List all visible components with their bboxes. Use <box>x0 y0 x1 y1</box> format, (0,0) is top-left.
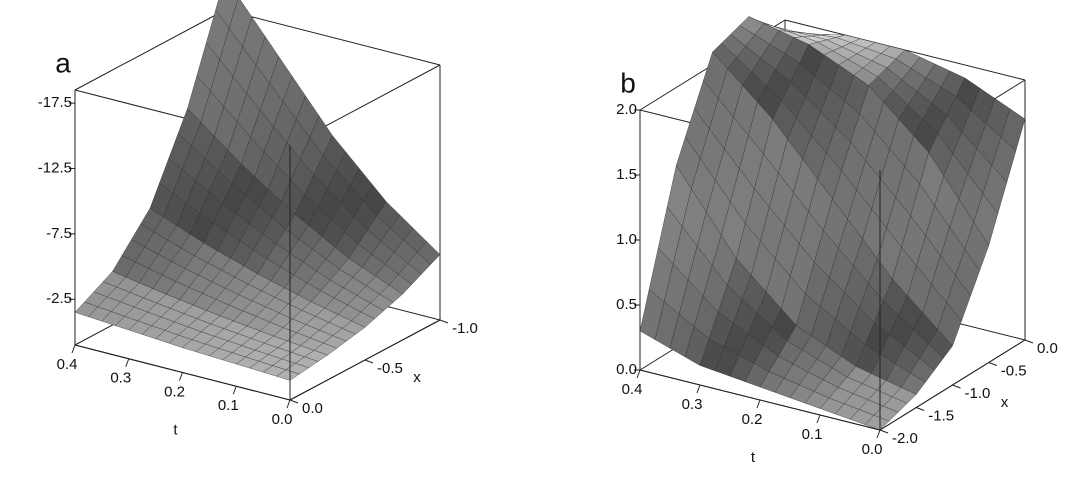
t-tick <box>636 369 641 379</box>
x-tick-label: 0.0 <box>1037 340 1058 357</box>
x-tick <box>289 399 299 404</box>
x-tick-label: -1.0 <box>965 385 991 402</box>
t-tick <box>71 344 76 354</box>
t-tick-label: 0.2 <box>164 383 185 400</box>
t-tick-label: 0.2 <box>742 411 763 428</box>
box-edge <box>74 9 226 91</box>
x-tick-label: 0.0 <box>302 400 323 417</box>
x-tick <box>439 319 449 324</box>
z-tick-label: -2.5 <box>46 290 72 307</box>
x-tick-label: -0.5 <box>377 360 403 377</box>
t-tick <box>756 399 761 409</box>
panel-label: b <box>620 67 636 98</box>
surface-patch <box>275 369 300 381</box>
t-tick-label: 0.1 <box>802 426 823 443</box>
t-tick <box>816 414 821 424</box>
t-tick-label: 0.0 <box>272 411 293 428</box>
z-tick-label: 1.0 <box>616 231 637 248</box>
t-tick-label: 0.3 <box>110 370 131 387</box>
x-axis-title: x <box>413 369 421 386</box>
z-tick-label: -17.5 <box>38 94 72 111</box>
box-edge <box>224 9 441 66</box>
x-tick <box>879 429 889 434</box>
x-tick-label: -1.5 <box>928 407 954 424</box>
t-tick-label: 0.0 <box>862 441 883 458</box>
t-tick-label: 0.1 <box>218 397 239 414</box>
panel-label: a <box>55 47 71 78</box>
z-tick-label: 0.5 <box>616 296 637 313</box>
x-tick-label: -1.0 <box>452 320 478 337</box>
x-tick <box>364 359 374 364</box>
x-tick-label: -0.5 <box>1001 362 1027 379</box>
t-axis-title: t <box>173 421 178 438</box>
x-tick-label: -2.0 <box>892 430 918 447</box>
x-tick <box>988 362 997 366</box>
t-tick <box>179 372 183 381</box>
z-tick-label: 2.0 <box>616 101 637 118</box>
t-tick <box>232 386 237 395</box>
z-tick-label: -12.5 <box>38 159 72 176</box>
x-tick <box>952 384 961 389</box>
x-tick <box>1024 339 1034 344</box>
t-tick-label: 0.3 <box>682 396 703 413</box>
t-tick <box>696 384 701 394</box>
z-tick-label: 1.5 <box>616 166 637 183</box>
t-tick-label: 0.4 <box>622 381 643 398</box>
t-axis-title: t <box>751 449 756 466</box>
t-tick <box>286 399 291 409</box>
x-tick <box>916 407 925 411</box>
t-tick <box>876 429 881 439</box>
x-axis-title: x <box>1001 394 1009 411</box>
t-tick <box>125 358 130 367</box>
z-tick-label: 0.0 <box>616 361 637 378</box>
surface-patch <box>864 415 890 431</box>
t-tick-label: 0.4 <box>57 356 78 373</box>
z-tick-label: -7.5 <box>46 225 72 242</box>
